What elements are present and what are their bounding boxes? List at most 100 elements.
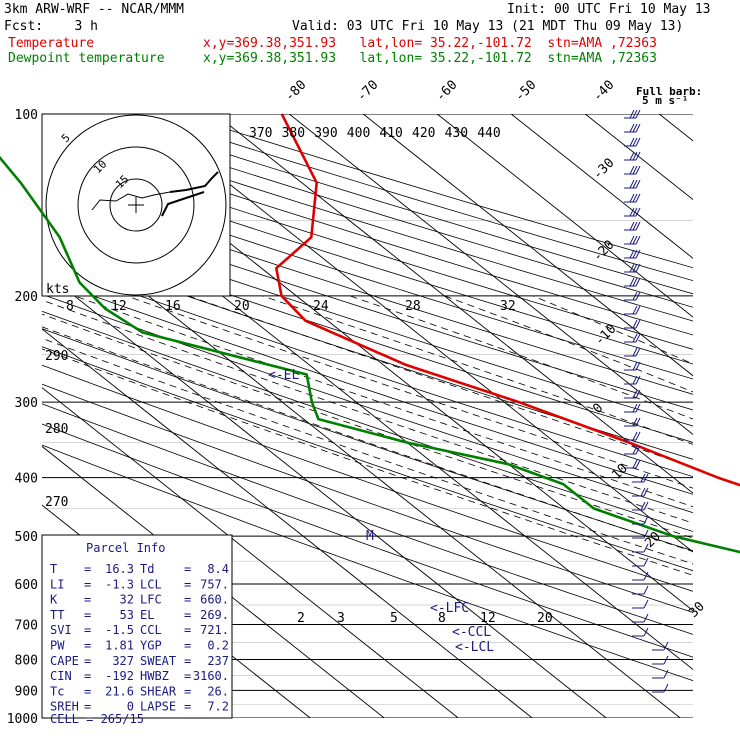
parcel-key: HWBZ	[140, 669, 169, 683]
wind-barb-flag	[643, 487, 649, 497]
isotherm-label: -30	[590, 156, 617, 183]
parcel-eq: =	[184, 654, 191, 668]
wind-barb-flag	[632, 347, 638, 357]
theta-label: 270	[45, 495, 68, 510]
wind-barb-flag	[629, 193, 635, 203]
parcel-key: LAPSE	[140, 700, 176, 714]
wind-barb-flag	[629, 277, 635, 287]
hodograph-trace-bold	[161, 191, 205, 217]
isotherm-label: -70	[354, 78, 381, 105]
parcel-value: 53	[120, 608, 134, 622]
wind-barb-flag	[632, 445, 638, 455]
wind-barb-flag	[635, 389, 641, 399]
parcel-eq: =	[84, 684, 91, 698]
moist-adiabat	[42, 299, 693, 524]
parcel-value: 7.2	[207, 700, 229, 714]
parcel-value: -1.3	[105, 577, 134, 591]
theta-e-label: 370	[249, 126, 272, 141]
parcel-eq: =	[84, 577, 91, 591]
wind-barb-flag	[629, 207, 635, 217]
moist-adiabat	[42, 326, 693, 552]
parcel-value: 3160.	[193, 669, 229, 683]
parcel-key: CIN	[50, 669, 72, 683]
dry-adiabat	[42, 172, 693, 380]
wind-barb-flag	[632, 221, 638, 231]
wind-barb-flag	[635, 361, 641, 371]
wind-barb-flag	[643, 529, 649, 539]
parcel-eq: =	[184, 684, 191, 698]
mixing-ratio-label: 20	[537, 611, 553, 626]
parcel-value: 32	[120, 593, 134, 607]
dewpoint-legend-label: Dewpoint temperature	[8, 51, 165, 66]
dry-adiabat	[42, 245, 693, 460]
mixing-ratio-label: 8	[438, 611, 446, 626]
isotherm-line	[510, 114, 693, 259]
parcel-eq: =	[184, 577, 191, 591]
mixing-ratio-label: 3	[337, 611, 345, 626]
wind-barb-flag	[635, 417, 641, 427]
pressure-axis-label: 600	[15, 578, 38, 593]
parcel-value: 0	[127, 700, 134, 714]
wind-barb-flag	[632, 361, 638, 371]
parcel-value: 237	[207, 654, 229, 668]
moist-adiabat	[42, 313, 693, 539]
wind-barb-flag	[635, 165, 641, 175]
wind-barb-flag	[635, 333, 641, 343]
series-line-dewpoint-temperature	[0, 155, 740, 554]
hodograph-trace	[91, 191, 171, 211]
hodograph-ring	[109, 178, 163, 232]
wind-barb-flag	[635, 319, 641, 329]
isotherm-line	[42, 269, 607, 718]
series-layer	[0, 113, 740, 554]
isotherm-line	[362, 114, 693, 377]
parcel-key: SWEAT	[140, 654, 176, 668]
parcel-eq: =	[84, 669, 91, 683]
dry-adiabat	[42, 230, 693, 443]
wind-barb-flag	[629, 137, 635, 147]
parcel-cell: CELL = 265/15	[50, 712, 144, 726]
dry-adiabat	[42, 293, 693, 514]
wind-barb-flag	[632, 277, 638, 287]
wind-barb-flag	[632, 417, 638, 427]
isotherm-line	[288, 114, 693, 436]
wind-barb-flag	[635, 431, 641, 441]
wind-barb-flag	[643, 571, 649, 581]
wind-barb-flag	[629, 263, 635, 273]
wind-barb-flag	[635, 179, 641, 189]
level-annotation: <-LFC	[430, 601, 469, 616]
parcel-value: 757.	[200, 577, 229, 591]
hodograph-speed-label: 12	[111, 299, 127, 314]
valid-time: Valid: 03 UTC Fri 10 May 13 (21 MDT Thu …	[292, 19, 684, 34]
wind-barb-flag	[632, 459, 638, 469]
forecast-hour: Fcst: 3 h	[4, 19, 98, 34]
theta-label: 280	[45, 422, 68, 437]
parcel-key: T	[50, 562, 57, 576]
parcel-key: EL	[140, 608, 154, 622]
parcel-key: Td	[140, 562, 154, 576]
wind-barb-flag	[643, 543, 649, 553]
dry-adiabat	[42, 186, 693, 395]
pressure-axis-label: 700	[15, 618, 38, 633]
wind-barb-flag	[632, 249, 638, 259]
parcel-eq: =	[84, 639, 91, 653]
pressure-axis-label: 400	[15, 472, 38, 487]
parcel-key: SHEAR	[140, 684, 177, 698]
wind-barb-flag	[635, 137, 641, 147]
wind-barb-flag	[635, 193, 641, 203]
hodograph-speed-label: 8	[66, 299, 74, 314]
level-annotation: M	[366, 529, 374, 544]
dry-adiabat	[42, 423, 693, 658]
parcel-title: Parcel Info	[86, 541, 165, 555]
dry-adiabat	[42, 403, 693, 635]
wind-barb-flag	[632, 179, 638, 189]
wind-barb-flag	[629, 249, 635, 259]
wind-barb-flag	[632, 151, 638, 161]
wind-barb-flag	[632, 123, 638, 133]
dry-adiabat	[42, 444, 693, 682]
pressure-axis-label: 800	[15, 653, 38, 668]
parcel-key: PW	[50, 639, 65, 653]
wind-barb-flag	[635, 291, 641, 301]
wind-barb-flag	[640, 473, 646, 483]
